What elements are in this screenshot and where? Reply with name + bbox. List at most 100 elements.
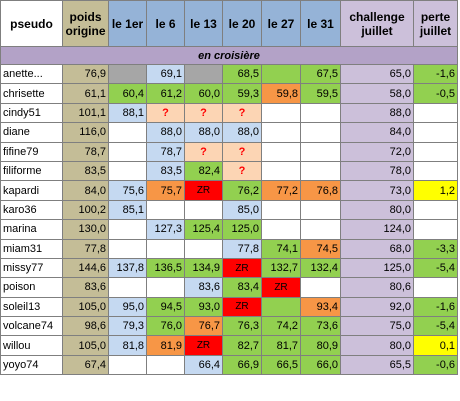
perte-juillet-cell bbox=[413, 141, 458, 162]
poids-origine-cell: 83,6 bbox=[62, 277, 109, 298]
challenge-juillet-cell: 58,0 bbox=[340, 83, 414, 104]
le-13-cell: 134,9 bbox=[184, 257, 223, 279]
le-27-cell: 81,7 bbox=[261, 335, 301, 356]
le-6-cell: 69,1 bbox=[146, 63, 185, 85]
le-6-cell: 61,2 bbox=[146, 83, 185, 104]
le-6-cell: ? bbox=[146, 102, 185, 124]
table-row: chrisette 61,1 60,4 61,2 60,0 59,3 59,8 59,5 58,… bbox=[0, 83, 458, 104]
le-27-cell bbox=[261, 102, 301, 124]
le-1er-cell bbox=[108, 141, 147, 162]
perte-juillet-cell bbox=[413, 277, 458, 298]
le-20-cell: ZR bbox=[222, 257, 262, 279]
le-6-cell: 88,0 bbox=[146, 122, 185, 143]
weight-challenge-table: pseudo poids origine le 1er le 6 le 13 le 20 l… bbox=[0, 0, 458, 376]
le-27-cell bbox=[261, 199, 301, 221]
le-27-cell: ZR bbox=[261, 277, 301, 298]
le-6-cell: 127,3 bbox=[146, 219, 185, 240]
le-20-cell: 66,9 bbox=[222, 354, 262, 376]
le-31-cell: 73,6 bbox=[300, 316, 341, 337]
poids-origine-cell: 105,0 bbox=[62, 296, 109, 318]
poids-origine-cell: 105,0 bbox=[62, 335, 109, 356]
perte-juillet-cell bbox=[413, 199, 458, 221]
le-13-cell: 88,0 bbox=[184, 122, 223, 143]
le-20-cell: ? bbox=[222, 141, 262, 162]
challenge-juillet-cell: 65,5 bbox=[340, 354, 414, 376]
le-13-cell: 93,0 bbox=[184, 296, 223, 318]
pseudo-cell: karo36 bbox=[0, 199, 63, 221]
perte-juillet-cell: -0,5 bbox=[413, 83, 458, 104]
le-1er-cell: 60,4 bbox=[108, 83, 147, 104]
le-27-cell: 77,2 bbox=[261, 180, 301, 201]
perte-juillet-cell: -0,6 bbox=[413, 354, 458, 376]
le-1er-cell bbox=[108, 354, 147, 376]
le-31-cell: 66,0 bbox=[300, 354, 341, 376]
le-20-cell: 125,0 bbox=[222, 219, 262, 240]
le-31-cell bbox=[300, 199, 341, 221]
table-row: karo36 100,2 85,1 85,0 80,0 bbox=[0, 199, 458, 221]
poids-origine-cell: 67,4 bbox=[62, 354, 109, 376]
le-27-cell bbox=[261, 141, 301, 162]
poids-origine-cell: 61,1 bbox=[62, 83, 109, 104]
le-27-cell: 132,7 bbox=[261, 257, 301, 279]
poids-origine-cell: 144,6 bbox=[62, 257, 109, 279]
challenge-juillet-cell: 84,0 bbox=[340, 122, 414, 143]
le-13-cell: 66,4 bbox=[184, 354, 223, 376]
poids-origine-cell: 78,7 bbox=[62, 141, 109, 162]
le-6-cell bbox=[146, 354, 185, 376]
challenge-juillet-cell: 124,0 bbox=[340, 219, 414, 240]
table-row: anette... 76,9 69,1 68,5 67,5 65,0 -1,6 bbox=[0, 63, 458, 85]
le-1er-cell: 95,0 bbox=[108, 296, 147, 318]
header-le-13: le 13 bbox=[184, 0, 223, 47]
le-6-cell bbox=[146, 199, 185, 221]
le-27-cell: 74,2 bbox=[261, 316, 301, 337]
le-6-cell bbox=[146, 277, 185, 298]
le-1er-cell: 75,6 bbox=[108, 180, 147, 201]
table-body: en croisière anette... 76,9 69,1 68,5 67,5 65… bbox=[0, 46, 458, 376]
perte-juillet-cell: -5,4 bbox=[413, 257, 458, 279]
poids-origine-cell: 130,0 bbox=[62, 219, 109, 240]
le-27-cell: 74,1 bbox=[261, 238, 301, 259]
le-31-cell bbox=[300, 141, 341, 162]
le-31-cell: 93,4 bbox=[300, 296, 341, 318]
pseudo-cell: kapardi bbox=[0, 180, 63, 201]
table-row: cindy51 101,1 88,1??? 88,0 bbox=[0, 102, 458, 124]
challenge-juillet-cell: 68,0 bbox=[340, 238, 414, 259]
header-le-27: le 27 bbox=[261, 0, 301, 47]
section-label: en croisière bbox=[0, 46, 458, 65]
le-27-cell bbox=[261, 63, 301, 85]
poids-origine-cell: 84,0 bbox=[62, 180, 109, 201]
header-row: pseudo poids origine le 1er le 6 le 13 le 20 l… bbox=[0, 0, 458, 47]
header-perte-juillet: perte juillet bbox=[413, 0, 458, 47]
le-20-cell: 77,8 bbox=[222, 238, 262, 259]
challenge-juillet-cell: 80,6 bbox=[340, 277, 414, 298]
le-20-cell: 88,0 bbox=[222, 122, 262, 143]
table-row: kapardi 84,0 75,6 75,7 ZR 76,2 77,2 76,8 73,0 1,2 bbox=[0, 180, 458, 201]
le-13-cell bbox=[184, 238, 223, 259]
pseudo-cell: cindy51 bbox=[0, 102, 63, 124]
le-20-cell: 76,2 bbox=[222, 180, 262, 201]
le-13-cell: 76,7 bbox=[184, 316, 223, 337]
le-20-cell: 76,3 bbox=[222, 316, 262, 337]
le-31-cell: 132,4 bbox=[300, 257, 341, 279]
pseudo-cell: miam31 bbox=[0, 238, 63, 259]
pseudo-cell: soleil13 bbox=[0, 296, 63, 318]
le-6-cell: 83,5 bbox=[146, 160, 185, 182]
table-row: willou 105,0 81,8 81,9 ZR 82,7 81,7 80,9 80,0 0,1 bbox=[0, 335, 458, 356]
perte-juillet-cell bbox=[413, 122, 458, 143]
pseudo-cell: fifine79 bbox=[0, 141, 63, 162]
le-1er-cell bbox=[108, 277, 147, 298]
le-31-cell bbox=[300, 122, 341, 143]
le-31-cell: 80,9 bbox=[300, 335, 341, 356]
le-6-cell: 81,9 bbox=[146, 335, 185, 356]
challenge-juillet-cell: 125,0 bbox=[340, 257, 414, 279]
table-row: volcane74 98,6 79,3 76,0 76,7 76,3 74,2 73,6 75,… bbox=[0, 316, 458, 337]
poids-origine-cell: 101,1 bbox=[62, 102, 109, 124]
le-31-cell: 59,5 bbox=[300, 83, 341, 104]
perte-juillet-cell: -1,6 bbox=[413, 63, 458, 85]
table-row: filiforme 83,5 83,5 82,4? 78,0 bbox=[0, 160, 458, 182]
challenge-juillet-cell: 80,0 bbox=[340, 335, 414, 356]
challenge-juillet-cell: 78,0 bbox=[340, 160, 414, 182]
le-6-cell: 78,7 bbox=[146, 141, 185, 162]
le-31-cell bbox=[300, 219, 341, 240]
challenge-juillet-cell: 88,0 bbox=[340, 102, 414, 124]
